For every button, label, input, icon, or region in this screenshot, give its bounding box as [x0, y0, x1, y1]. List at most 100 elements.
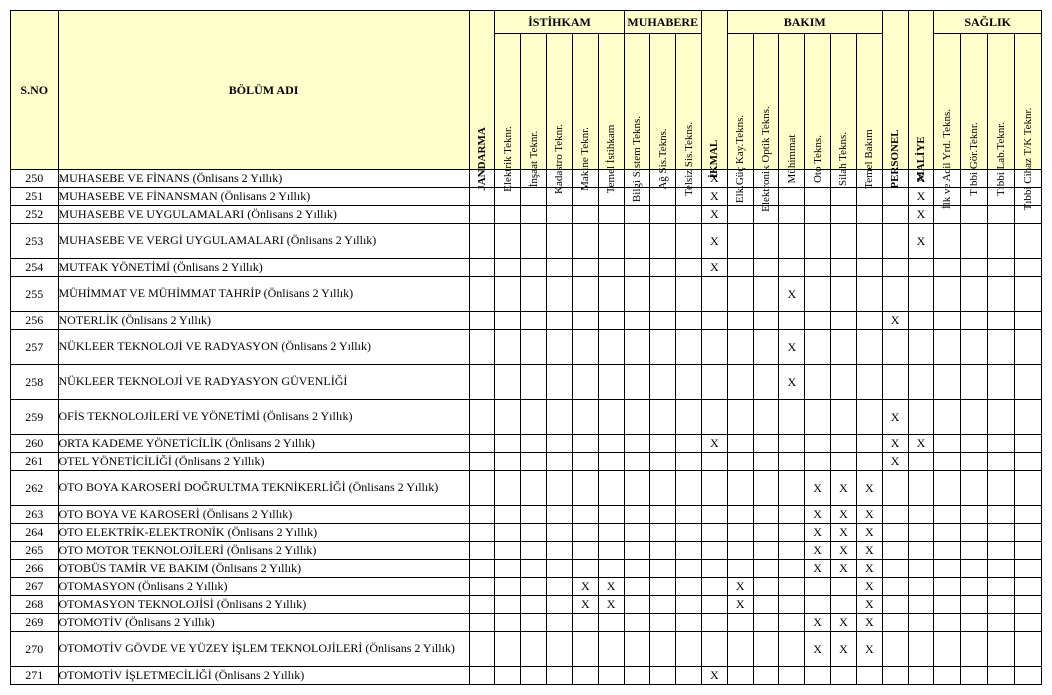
cell-mark	[572, 312, 598, 330]
cell-mark	[521, 471, 547, 506]
cell-mark	[701, 596, 727, 614]
cell-mark	[469, 578, 495, 596]
cell-mark	[831, 365, 857, 400]
cell-mark	[676, 312, 702, 330]
cell-mark	[495, 435, 521, 453]
cell-mark	[598, 453, 624, 471]
cell-mark	[650, 560, 676, 578]
cell-mark	[521, 632, 547, 667]
cell-name: OTOMOTİV (Önlisans 2 Yıllık)	[58, 614, 469, 632]
table-row: 252MUHASEBE VE UYGULAMALARI (Önlisans 2 …	[11, 206, 1042, 224]
cell-mark	[831, 206, 857, 224]
cell-mark: X	[701, 259, 727, 277]
cell-mark	[727, 471, 753, 506]
cell-mark	[650, 330, 676, 365]
cell-mark	[624, 453, 650, 471]
cell-mark	[805, 365, 831, 400]
cell-mark	[779, 435, 805, 453]
cell-mark: X	[572, 596, 598, 614]
cell-mark	[753, 542, 779, 560]
table-row: 264OTO ELEKTRİK-ELEKTRONİK (Önlisans 2 Y…	[11, 524, 1042, 542]
cell-mark	[572, 277, 598, 312]
cell-mark	[882, 560, 908, 578]
cell-mark	[934, 435, 961, 453]
cell-mark	[908, 471, 934, 506]
cell-mark	[753, 312, 779, 330]
cell-mark	[1014, 224, 1041, 259]
cell-mark	[624, 312, 650, 330]
cell-mark	[469, 435, 495, 453]
cell-mark	[753, 578, 779, 596]
cell-mark	[934, 277, 961, 312]
cell-mark	[1014, 560, 1041, 578]
cell-mark: X	[831, 614, 857, 632]
cell-mark	[598, 542, 624, 560]
cell-mark	[547, 259, 573, 277]
cell-mark	[882, 667, 908, 685]
cell-mark: X	[805, 560, 831, 578]
cell-mark	[521, 435, 547, 453]
cell-mark	[572, 632, 598, 667]
cell-mark	[701, 524, 727, 542]
cell-mark	[624, 578, 650, 596]
cell-mark	[598, 224, 624, 259]
cell-mark	[676, 560, 702, 578]
cell-mark	[805, 596, 831, 614]
cell-mark	[701, 632, 727, 667]
cell-mark: X	[701, 224, 727, 259]
cell-mark	[961, 259, 988, 277]
header-bolum: BÖLÜM ADI	[58, 11, 469, 170]
cell-mark	[908, 667, 934, 685]
cell-mark	[521, 542, 547, 560]
cell-mark	[598, 506, 624, 524]
cell-mark	[934, 560, 961, 578]
cell-mark	[521, 188, 547, 206]
cell-mark	[598, 614, 624, 632]
cell-mark	[547, 667, 573, 685]
cell-mark	[934, 330, 961, 365]
cell-mark	[469, 453, 495, 471]
cell-mark	[676, 330, 702, 365]
cell-mark	[547, 614, 573, 632]
cell-mark	[961, 667, 988, 685]
cell-mark	[988, 259, 1015, 277]
cell-mark	[521, 578, 547, 596]
table-row: 270OTOMOTİV GÖVDE VE YÜZEY İŞLEM TEKNOLO…	[11, 632, 1042, 667]
cell-mark	[831, 667, 857, 685]
cell-mark	[624, 506, 650, 524]
cell-mark	[988, 365, 1015, 400]
cell-mark	[521, 277, 547, 312]
cell-sno: 269	[11, 614, 59, 632]
cell-mark	[624, 224, 650, 259]
cell-mark	[676, 471, 702, 506]
cell-mark: X	[572, 578, 598, 596]
cell-mark	[469, 277, 495, 312]
cell-sno: 260	[11, 435, 59, 453]
cell-mark	[469, 365, 495, 400]
cell-mark	[908, 596, 934, 614]
cell-mark	[727, 524, 753, 542]
cell-name: MÜHİMMAT VE MÜHİMMAT TAHRİP (Önlisans 2 …	[58, 277, 469, 312]
cell-mark	[495, 330, 521, 365]
cell-mark	[1014, 471, 1041, 506]
cell-mark	[495, 453, 521, 471]
cell-mark	[753, 277, 779, 312]
cell-mark	[598, 400, 624, 435]
cell-mark	[1014, 667, 1041, 685]
header-col-bilgi: Bilgi Sistem Tekns.	[624, 34, 650, 170]
cell-mark	[650, 259, 676, 277]
cell-mark	[521, 453, 547, 471]
cell-mark	[624, 471, 650, 506]
cell-mark	[856, 453, 882, 471]
cell-mark	[676, 453, 702, 471]
cell-mark	[650, 312, 676, 330]
cell-name: NÜKLEER TEKNOLOJİ VE RADYASYON GÜVENLİĞİ	[58, 365, 469, 400]
cell-mark	[676, 667, 702, 685]
cell-mark	[624, 632, 650, 667]
cell-mark	[624, 365, 650, 400]
cell-mark	[650, 277, 676, 312]
cell-mark	[547, 453, 573, 471]
cell-mark	[650, 188, 676, 206]
cell-sno: 256	[11, 312, 59, 330]
cell-mark	[469, 471, 495, 506]
